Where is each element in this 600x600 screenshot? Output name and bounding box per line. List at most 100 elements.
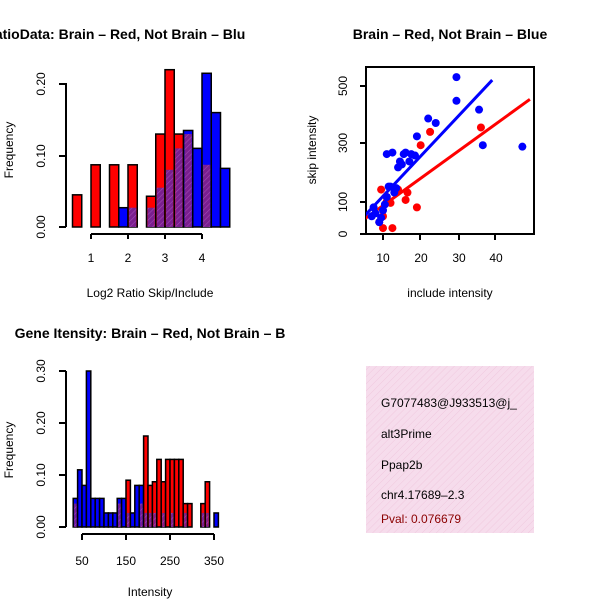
scatter-point-not-brain-11: [388, 148, 397, 157]
ratio-y-tick-2: 0.20: [34, 72, 48, 96]
ratio-histogram: RatioData: Brain – Red, Not Brain – Blu …: [0, 26, 245, 300]
intensity-bar-overlap-10: [118, 503, 121, 527]
scatter-point-not-brain-16: [397, 160, 406, 169]
intensity-bar-overlap-28: [206, 512, 209, 527]
ratio-x-tick-2: 2: [125, 251, 132, 265]
ratio-bar-brain-1: [90, 164, 101, 228]
intensity-bar-overlap-22: [171, 512, 174, 527]
intensity-bar-brain-26: [186, 502, 193, 528]
scatter-point-brain-9: [401, 195, 410, 204]
ratio-x-tick-1: 1: [88, 251, 95, 265]
intensity-x-tick-250: 250: [160, 554, 180, 568]
scatter-point-not-brain-6: [380, 200, 389, 209]
ratio-bar-not-brain-12: [210, 111, 222, 228]
ratio-bar-overlap-11: [203, 164, 211, 227]
scatter-point-not-brain-21: [411, 151, 420, 160]
scatter-point-brain-13: [426, 127, 435, 136]
intensity-x-tick-150: 150: [116, 554, 136, 568]
intensity-bar-overlap-20: [162, 512, 165, 527]
intensity-scatter: Brain – Red, Not Brain – Blue 10 20 30 4…: [305, 26, 547, 300]
event-info-box: G7077483@J933513@j_ alt3Prime Ppap2b chr…: [366, 366, 534, 533]
scatter-y-tick-100: 100: [336, 192, 350, 212]
ratio-bar-overlap-7: [166, 169, 174, 227]
intensity-x-label: Intensity: [128, 585, 173, 599]
scatter-point-not-brain-25: [452, 73, 461, 82]
scatter-point-brain-7: [388, 224, 397, 233]
intensity-bar-overlap-16: [144, 512, 147, 527]
intensity-y-tick-0: 0.00: [34, 515, 48, 539]
scatter-point-brain-10: [403, 188, 412, 197]
genomic-location: chr4.17689–2.3: [381, 488, 465, 502]
ratio-y-axis: [59, 83, 67, 228]
scatter-point-not-brain-7: [382, 193, 391, 201]
scatter-point-not-brain-4: [377, 213, 386, 222]
scatter-x-tick-10: 10: [376, 251, 390, 265]
ratio-histogram-title: RatioData: Brain – Red, Not Brain – Blu: [0, 26, 245, 42]
scatter-point-not-brain-19: [405, 157, 414, 166]
ratio-bar-overlap-4: [129, 207, 137, 227]
intensity-bar-brain-24: [178, 458, 184, 528]
scatter-y-label: skip intensity: [305, 116, 319, 185]
scatter-x-tick-40: 40: [489, 251, 503, 265]
intensity-bar-not-brain-29: [213, 512, 220, 528]
ratio-y-tick-0: 0.00: [34, 215, 48, 239]
scatter-title: Brain – Red, Not Brain – Blue: [353, 26, 548, 42]
scatter-point-not-brain-29: [518, 142, 527, 151]
scatter-point-not-brain-13: [392, 184, 401, 193]
ratio-bar-overlap-8: [175, 148, 183, 227]
ratio-histogram-bars: [71, 68, 231, 228]
scatter-point-not-brain-23: [424, 114, 433, 123]
scatter-point-brain-14: [476, 123, 485, 132]
scatter-point-not-brain-24: [431, 119, 440, 127]
ratio-bar-brain-2: [108, 164, 120, 228]
intensity-y-label: Frequency: [2, 422, 16, 479]
intensity-bar-overlap-27: [201, 512, 205, 527]
intensity-y-tick-3: 0.30: [34, 359, 48, 383]
scatter-y-tick-300: 300: [336, 133, 350, 153]
ratio-bar-not-brain-13: [219, 167, 231, 228]
ratio-bar-brain-0: [71, 194, 83, 228]
scatter-point-brain-3: [377, 185, 386, 194]
scatter-point-brain-11: [412, 203, 421, 212]
ratio-bar-overlap-5: [147, 207, 155, 227]
intensity-histogram-title: Gene Itensity: Brain – Red, Not Brain – …: [15, 325, 286, 341]
scatter-point-not-brain-26: [452, 96, 461, 105]
intensity-bar-overlap-25: [184, 512, 187, 527]
ratio-x-tick-3: 3: [162, 251, 169, 265]
ratio-bar-not-brain-3: [118, 206, 129, 228]
scatter-plot-box: [365, 66, 535, 235]
ratio-x-label: Log2 Ratio Skip/Include: [87, 286, 214, 300]
scatter-marks: [366, 73, 531, 233]
ratio-bar-not-brain-10: [192, 147, 203, 228]
intensity-histogram-bars: [72, 370, 220, 528]
event-id: G7077483@J933513@j_: [381, 396, 517, 410]
scatter-x-axis-ticks: [382, 234, 496, 240]
ratio-x-axis: [90, 233, 203, 239]
intensity-histogram: Gene Itensity: Brain – Red, Not Brain – …: [2, 325, 285, 599]
intensity-bar-overlap-0: [74, 503, 77, 527]
scatter-x-label: include intensity: [407, 286, 492, 300]
intensity-bar-overlap-12: [127, 512, 130, 527]
info-box-background: [366, 366, 534, 533]
scatter-point-brain-12: [416, 141, 425, 150]
intensity-x-axis: [81, 533, 215, 540]
event-type: alt3Prime: [381, 427, 432, 441]
ratio-y-label: Frequency: [2, 122, 16, 179]
scatter-y-tick-500: 500: [336, 76, 350, 96]
intensity-x-tick-350: 350: [204, 554, 224, 568]
ratio-y-tick-1: 0.10: [34, 144, 48, 168]
intensity-y-tick-1: 0.10: [34, 463, 48, 487]
scatter-point-not-brain-22: [412, 132, 421, 141]
intensity-x-tick-50: 50: [75, 554, 89, 568]
gene-name: Ppap2b: [381, 458, 423, 472]
intensity-bar-overlap-17: [149, 512, 152, 527]
scatter-x-tick-30: 30: [452, 251, 466, 265]
ratio-bar-overlap-6: [156, 187, 164, 227]
intensity-bar-not-brain-3: [85, 370, 92, 528]
scatter-point-not-brain-2: [371, 209, 380, 218]
intensity-bar-overlap-15: [140, 503, 143, 527]
scatter-x-tick-20: 20: [414, 251, 428, 265]
scatter-point-not-brain-27: [475, 105, 484, 114]
ratio-x-tick-4: 4: [199, 251, 206, 265]
